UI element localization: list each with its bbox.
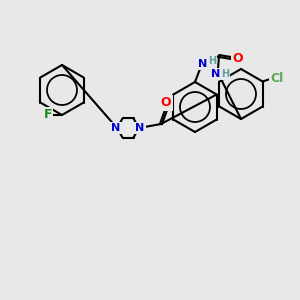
Text: O: O — [161, 97, 171, 110]
Text: N: N — [198, 59, 208, 69]
Text: N: N — [135, 123, 145, 133]
Text: O: O — [233, 52, 243, 64]
Text: H: H — [221, 69, 229, 79]
Text: N: N — [212, 69, 220, 79]
Text: Cl: Cl — [270, 72, 283, 85]
Text: F: F — [44, 109, 52, 122]
Text: H: H — [208, 56, 216, 66]
Text: N: N — [111, 123, 121, 133]
